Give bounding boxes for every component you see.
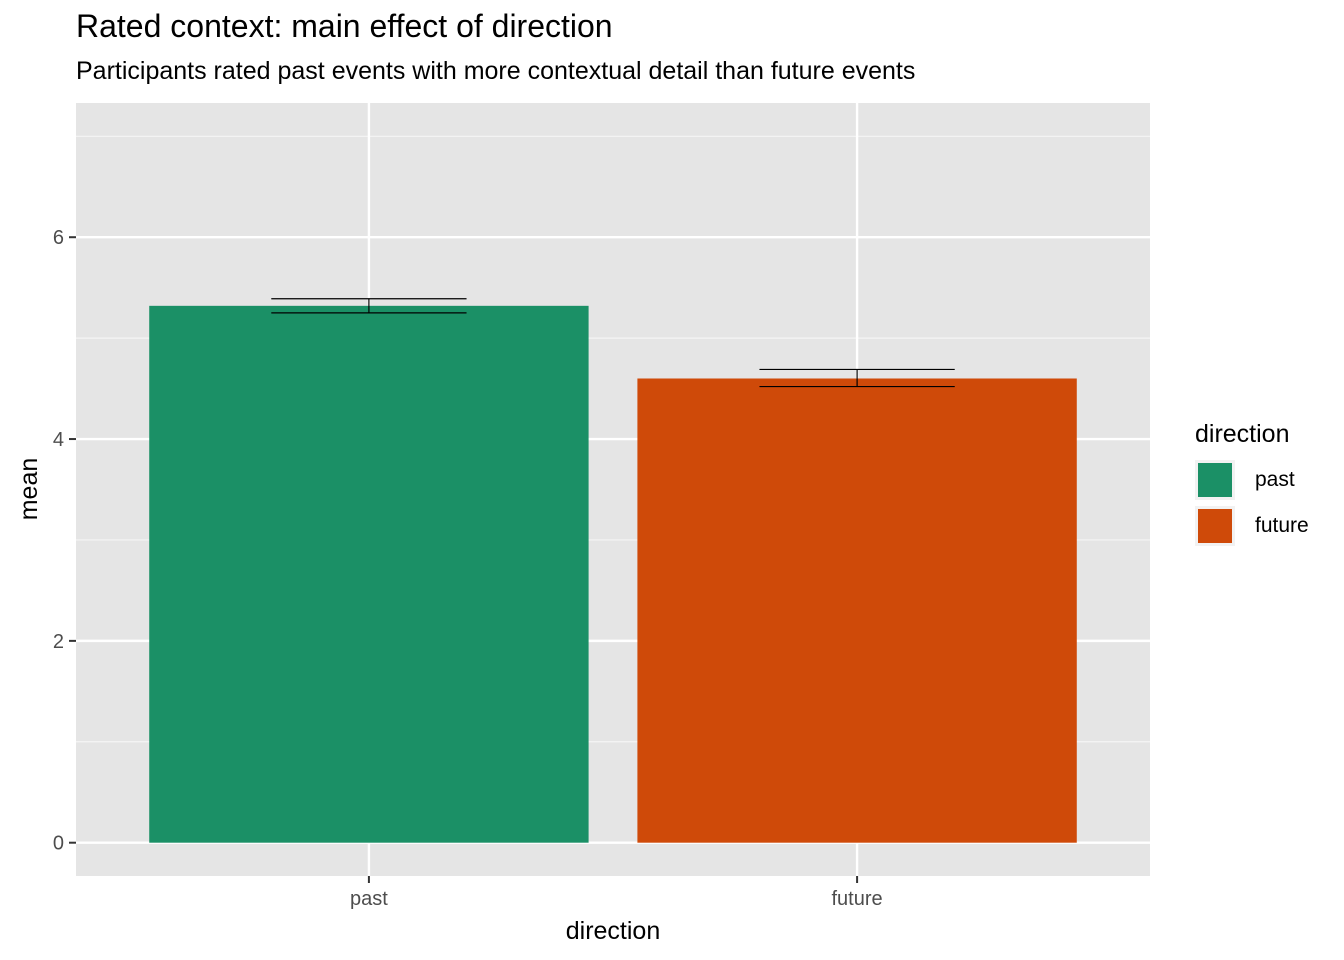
y-axis-label: mean: [15, 458, 43, 521]
x-tick-label: future: [832, 888, 883, 910]
x-tick-label: past: [350, 888, 388, 910]
y-tick-label: 4: [53, 429, 64, 451]
y-tick-label: 2: [53, 631, 64, 653]
bar-future: [637, 378, 1077, 843]
y-tick-label: 6: [53, 227, 64, 249]
legend-title: direction: [1195, 420, 1290, 448]
legend-key: [1195, 460, 1235, 500]
chart-subtitle: Participants rated past events with more…: [76, 57, 916, 85]
legend-item-future: future: [1195, 503, 1309, 549]
bar-past: [149, 305, 589, 843]
legend-key: [1195, 506, 1235, 546]
chart-title: Rated context: main effect of direction: [76, 8, 613, 44]
x-axis-label: direction: [566, 917, 661, 945]
legend: direction past future: [1195, 420, 1309, 549]
legend-label: future: [1255, 514, 1309, 537]
y-tick-label: 0: [53, 833, 64, 855]
legend-label: past: [1255, 468, 1295, 491]
legend-item-past: past: [1195, 457, 1309, 503]
